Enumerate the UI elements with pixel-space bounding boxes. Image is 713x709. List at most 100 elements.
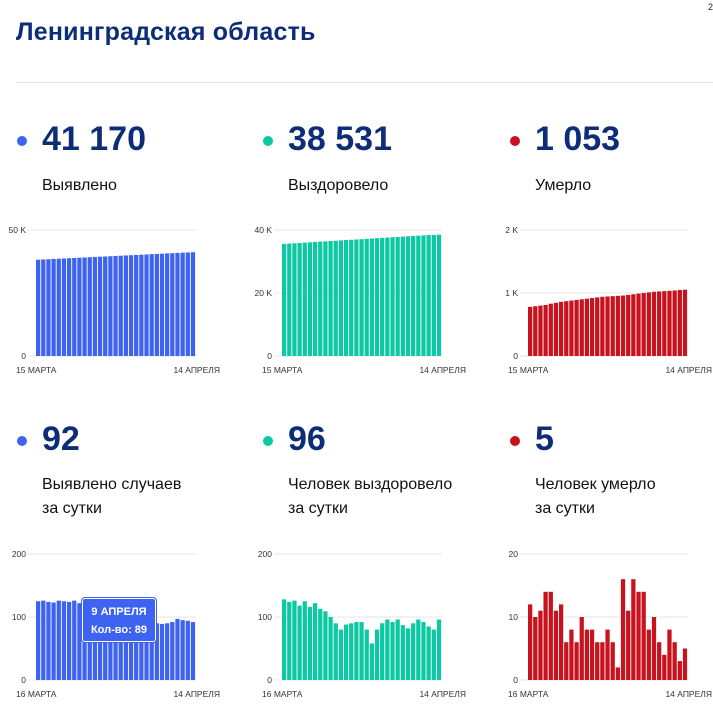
bar[interactable] xyxy=(395,236,400,356)
bar[interactable] xyxy=(538,610,543,680)
bar[interactable] xyxy=(405,236,411,356)
bar[interactable] xyxy=(631,579,636,680)
bar[interactable] xyxy=(543,304,548,356)
bar[interactable] xyxy=(579,299,584,356)
bar[interactable] xyxy=(139,254,144,356)
bar[interactable] xyxy=(46,601,51,680)
bar[interactable] xyxy=(343,624,349,680)
bar[interactable] xyxy=(41,259,46,356)
bar[interactable] xyxy=(56,600,61,680)
bar[interactable] xyxy=(134,617,139,680)
bar[interactable] xyxy=(343,240,349,356)
bar[interactable] xyxy=(359,622,364,680)
bar[interactable] xyxy=(41,600,46,680)
bar[interactable] xyxy=(395,619,400,680)
bar[interactable] xyxy=(333,240,338,356)
bar[interactable] xyxy=(333,623,338,680)
bar[interactable] xyxy=(411,235,416,356)
bar[interactable] xyxy=(584,629,590,680)
bar[interactable] xyxy=(287,601,292,680)
bar[interactable] xyxy=(312,241,318,356)
bar[interactable] xyxy=(118,610,123,680)
bar[interactable] xyxy=(574,642,579,680)
bar[interactable] xyxy=(564,642,569,680)
bar[interactable] xyxy=(636,591,641,680)
bar[interactable] xyxy=(374,238,380,356)
bar[interactable] xyxy=(364,238,369,356)
bar[interactable] xyxy=(646,292,651,356)
bar[interactable] xyxy=(328,617,333,680)
bar[interactable] xyxy=(359,239,364,356)
bar[interactable] xyxy=(426,626,431,680)
bar[interactable] xyxy=(165,623,170,680)
bar[interactable] xyxy=(108,256,113,356)
bar[interactable] xyxy=(631,294,636,356)
bar[interactable] xyxy=(641,591,646,680)
bar[interactable] xyxy=(307,606,313,680)
bar[interactable] xyxy=(190,622,196,680)
bar[interactable] xyxy=(543,591,548,680)
bar[interactable] xyxy=(677,661,682,680)
bar[interactable] xyxy=(36,601,41,680)
bar[interactable] xyxy=(318,241,323,356)
bar[interactable] xyxy=(56,258,61,356)
bar[interactable] xyxy=(558,301,564,356)
bar[interactable] xyxy=(620,295,626,356)
bar[interactable] xyxy=(338,240,344,356)
bar[interactable] xyxy=(302,601,307,680)
bar[interactable] xyxy=(538,305,543,356)
bar[interactable] xyxy=(297,242,302,356)
bar[interactable] xyxy=(149,254,154,356)
bar[interactable] xyxy=(400,625,405,680)
bar[interactable] xyxy=(282,243,287,356)
bar[interactable] xyxy=(672,642,677,680)
bar[interactable] xyxy=(97,605,103,680)
bar[interactable] xyxy=(170,622,175,680)
bar[interactable] xyxy=(61,601,67,680)
bar[interactable] xyxy=(159,253,165,356)
bar[interactable] xyxy=(297,605,302,680)
bar[interactable] xyxy=(180,620,185,680)
bar[interactable] xyxy=(400,236,405,356)
bar[interactable] xyxy=(595,642,600,680)
bar[interactable] xyxy=(615,295,620,356)
bar[interactable] xyxy=(667,290,672,356)
bar[interactable] xyxy=(385,619,390,680)
bar[interactable] xyxy=(662,291,667,356)
bar[interactable] xyxy=(641,293,646,356)
bar[interactable] xyxy=(682,648,688,681)
bar[interactable] xyxy=(390,237,395,356)
bar[interactable] xyxy=(282,599,287,680)
bar[interactable] xyxy=(165,253,170,356)
bar[interactable] xyxy=(548,303,553,356)
bar[interactable] xyxy=(374,629,380,680)
bar[interactable] xyxy=(569,629,574,680)
bar[interactable] xyxy=(134,254,139,356)
bar[interactable] xyxy=(677,289,682,356)
bar[interactable] xyxy=(436,234,442,356)
bar[interactable] xyxy=(385,237,390,356)
bar[interactable] xyxy=(87,257,92,356)
bar[interactable] xyxy=(323,241,328,356)
bar[interactable] xyxy=(154,623,159,680)
bar[interactable] xyxy=(312,603,318,680)
chart-daily-recovered[interactable]: 0 100 200 16 МАРТА 14 АПРЕЛЯ xyxy=(246,546,481,706)
bar[interactable] xyxy=(416,619,421,680)
bar[interactable] xyxy=(369,238,374,357)
bar[interactable] xyxy=(190,252,196,356)
bar[interactable] xyxy=(82,257,87,356)
bar[interactable] xyxy=(307,242,313,356)
bar[interactable] xyxy=(77,603,82,680)
bar[interactable] xyxy=(113,255,118,356)
bar[interactable] xyxy=(128,255,134,356)
bar[interactable] xyxy=(302,242,307,356)
bar[interactable] xyxy=(51,602,56,680)
bar[interactable] xyxy=(77,257,82,356)
bar[interactable] xyxy=(626,294,631,356)
bar[interactable] xyxy=(144,620,149,680)
bar[interactable] xyxy=(149,621,154,680)
bar[interactable] xyxy=(144,254,149,356)
bar[interactable] xyxy=(574,299,579,356)
bar[interactable] xyxy=(405,628,411,680)
bar[interactable] xyxy=(323,611,328,680)
